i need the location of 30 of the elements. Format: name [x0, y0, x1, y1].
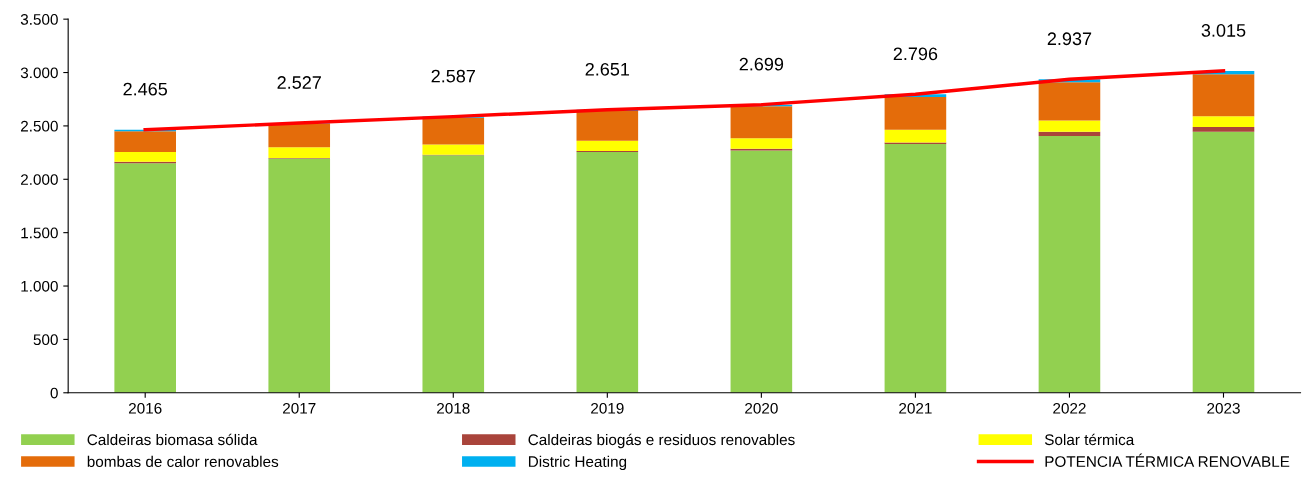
data-label: 2.699 [739, 57, 784, 71]
x-tick-label: 2020 [745, 402, 778, 414]
x-tick-label: 2022 [1053, 402, 1086, 414]
y-tick-label: 500 [33, 334, 58, 346]
x-tick-label: 2023 [1207, 402, 1240, 414]
y-tick-label: 2.000 [20, 174, 58, 185]
data-label: 2.465 [123, 82, 168, 96]
data-label: 2.796 [893, 47, 938, 61]
data-label: 2.587 [431, 69, 475, 83]
y-tick-label: 1.000 [21, 280, 58, 292]
y-tick-label: 2.500 [20, 120, 58, 132]
x-tick-label: 2016 [128, 402, 162, 414]
legend-label: POTENCIA TÉRMICA RENOVABLE [1045, 453, 1290, 468]
x-tick-label: 2019 [591, 402, 624, 414]
y-tick-label: 3.500 [20, 14, 58, 25]
legend-label: Solar térmica [1044, 433, 1135, 446]
legend-label: bombas de calor renovables [87, 455, 279, 468]
data-label: 2.527 [277, 76, 321, 89]
y-tick-label: 0 [50, 387, 58, 399]
x-tick-label: 2021 [899, 402, 932, 414]
x-tick-label: 2018 [437, 402, 470, 414]
legend-label: Distric Heating [528, 455, 627, 471]
data-label: 2.651 [585, 62, 630, 76]
x-tick-label: 2017 [283, 402, 316, 414]
legend-label: Caldeiras biogás e residuos renovables [528, 433, 795, 449]
data-label: 2.937 [1047, 32, 1092, 46]
y-tick-label: 1.500 [21, 227, 58, 239]
data-label: 3.015 [1201, 24, 1246, 37]
legend-label: Caldeiras biomasa sólida [87, 433, 258, 446]
y-tick-label: 3.000 [20, 67, 58, 79]
